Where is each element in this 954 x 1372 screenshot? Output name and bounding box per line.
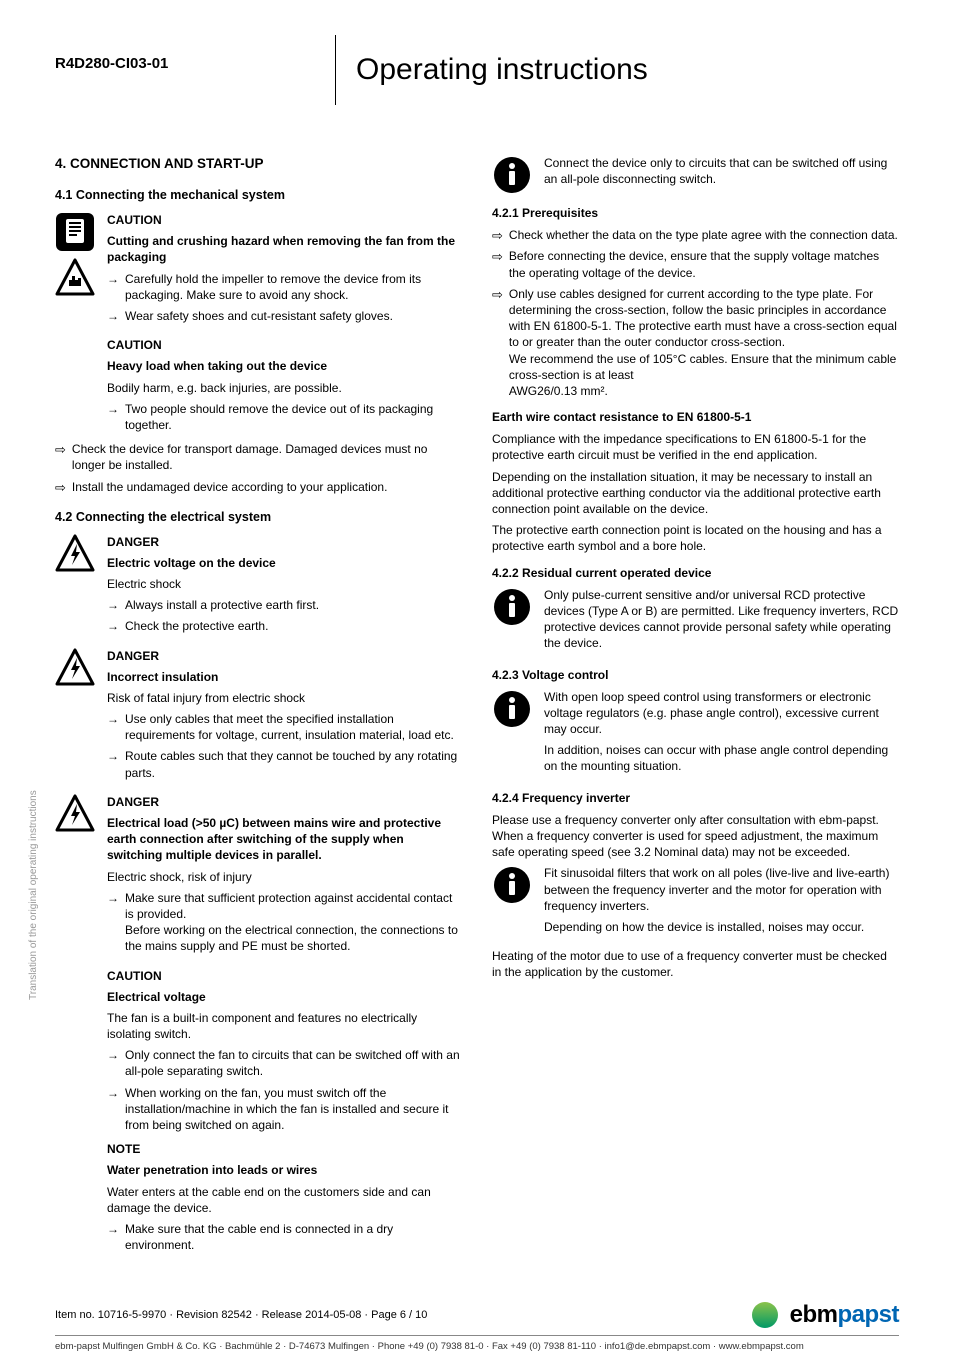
body-text: The protective earth connection point is… (492, 522, 899, 554)
section-42-heading: 4.2 Connecting the electrical system (55, 509, 462, 526)
bullet-icon: ⇨ (492, 286, 503, 399)
body-text: Before working on the electrical connect… (125, 923, 458, 953)
arrow-icon: → (107, 748, 119, 780)
body-text: Make sure that sufficient protection aga… (125, 891, 452, 921)
caution-label: CAUTION (107, 968, 462, 984)
body-text: Fit sinusoidal filters that work on all … (544, 865, 899, 914)
bolt-warning-icon (55, 794, 95, 834)
page-title: Operating instructions (356, 35, 648, 87)
body-text: In addition, noises can occur with phase… (544, 742, 899, 774)
warning-hand-icon (55, 258, 95, 298)
manual-icon (55, 212, 95, 252)
danger-label: DANGER (107, 648, 462, 664)
section-422-heading: 4.2.2 Residual current operated device (492, 565, 899, 581)
info-icon (492, 155, 532, 195)
body-text: Check whether the data on the type plate… (509, 227, 899, 243)
arrow-icon: → (107, 890, 119, 955)
caution-label: CAUTION (107, 337, 462, 353)
arrow-icon: → (107, 711, 119, 743)
body-text: Risk of fatal injury from electric shock (107, 690, 462, 706)
arrow-icon: → (107, 401, 119, 433)
note-heading: Water penetration into leads or wires (107, 1162, 462, 1178)
body-text: Electric shock (107, 576, 462, 592)
body-text: AWG26/0.13 mm². (509, 384, 608, 398)
danger-label: DANGER (107, 534, 462, 550)
body-text: Route cables such that they cannot be to… (125, 748, 462, 780)
body-text: Make sure that the cable end is connecte… (125, 1221, 462, 1253)
bullet-icon: ⇨ (55, 441, 66, 473)
body-text: Use only cables that meet the specified … (125, 711, 462, 743)
body-text: Check the protective earth. (125, 618, 462, 634)
arrow-icon: → (107, 308, 119, 324)
body-text: Please use a frequency converter only af… (492, 812, 899, 861)
section-424-heading: 4.2.4 Frequency inverter (492, 790, 899, 806)
body-text: Before connecting the device, ensure tha… (509, 248, 899, 280)
caution-heading: Heavy load when taking out the device (107, 358, 462, 374)
bullet-icon: ⇨ (492, 227, 503, 243)
page-header: R4D280-CI03-01 Operating instructions (55, 35, 899, 105)
arrow-icon: → (107, 271, 119, 303)
section-423-heading: 4.2.3 Voltage control (492, 667, 899, 683)
body-text: Depending on how the device is installed… (544, 919, 899, 935)
section-421-heading: 4.2.1 Prerequisites (492, 205, 899, 221)
body-text: The fan is a built-in component and feat… (107, 1010, 462, 1042)
bullet-icon: ⇨ (55, 479, 66, 495)
body-text: Only use cables designed for current acc… (509, 287, 897, 350)
side-label: Translation of the original operating in… (28, 790, 39, 1000)
body-text: Electric shock, risk of injury (107, 869, 462, 885)
note-label: NOTE (107, 1141, 462, 1157)
body-text: We recommend the use of 105°C cables. En… (509, 352, 896, 382)
body-text: Connect the device only to circuits that… (544, 155, 899, 187)
info-icon (492, 689, 532, 729)
body-text: Carefully hold the impeller to remove th… (125, 271, 462, 303)
arrow-icon: → (107, 1221, 119, 1253)
body-text: Only connect the fan to circuits that ca… (125, 1047, 462, 1079)
info-icon (492, 865, 532, 905)
body-text: Always install a protective earth first. (125, 597, 462, 613)
arrow-icon: → (107, 597, 119, 613)
body-text: Bodily harm, e.g. back injuries, are pos… (107, 380, 462, 396)
footer-meta: Item no. 10716-5-9970 · Revision 82542 ·… (55, 1309, 427, 1321)
header-divider (335, 35, 336, 105)
body-text: Heating of the motor due to use of a fre… (492, 948, 899, 980)
body-text: Depending on the installation situation,… (492, 469, 899, 518)
bolt-warning-icon (55, 534, 95, 574)
earth-wire-heading: Earth wire contact resistance to EN 6180… (492, 409, 899, 425)
arrow-icon: → (107, 618, 119, 634)
caution-label: CAUTION (107, 212, 462, 228)
danger-heading: Electrical load (>50 µC) between mains w… (107, 815, 462, 864)
ebmpapst-logo: ebmpapst (790, 1301, 899, 1329)
body-text: Water enters at the cable end on the cus… (107, 1184, 462, 1216)
caution-heading: Electrical voltage (107, 989, 462, 1005)
danger-label: DANGER (107, 794, 462, 810)
body-text: When working on the fan, you must switch… (125, 1085, 462, 1134)
arrow-icon: → (107, 1047, 119, 1079)
body-text: Only pulse-current sensitive and/or univ… (544, 587, 899, 652)
bolt-warning-icon (55, 648, 95, 688)
body-text: With open loop speed control using trans… (544, 689, 899, 738)
danger-heading: Incorrect insulation (107, 669, 462, 685)
body-text: Compliance with the impedance specificat… (492, 431, 899, 463)
model-number: R4D280-CI03-01 (55, 35, 335, 72)
bullet-icon: ⇨ (492, 248, 503, 280)
body-text: Install the undamaged device according t… (72, 479, 462, 495)
footer-company: ebm-papst Mulfingen GmbH & Co. KG · Bach… (55, 1335, 899, 1352)
section-41-heading: 4.1 Connecting the mechanical system (55, 187, 462, 204)
body-text: Check the device for transport damage. D… (72, 441, 462, 473)
body-text: Two people should remove the device out … (125, 401, 462, 433)
danger-heading: Electric voltage on the device (107, 555, 462, 571)
body-text: Wear safety shoes and cut-resistant safe… (125, 308, 462, 324)
section-4-heading: 4. CONNECTION AND START-UP (55, 155, 462, 173)
info-icon (492, 587, 532, 627)
caution-heading: Cutting and crushing hazard when removin… (107, 233, 462, 265)
arrow-icon: → (107, 1085, 119, 1134)
greentech-icon (752, 1302, 778, 1328)
